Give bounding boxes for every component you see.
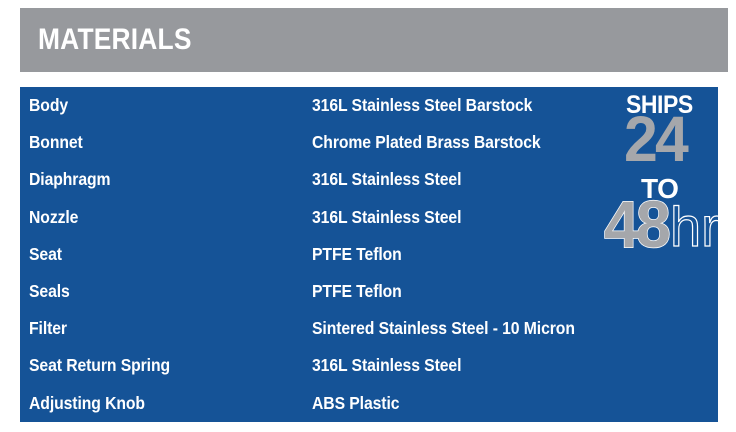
material-name: Adjusting Knob <box>29 392 145 413</box>
table-row: Diaphragm 316L Stainless Steel <box>20 161 718 198</box>
page-title: MATERIALS <box>38 25 213 55</box>
material-name: Filter <box>29 318 67 339</box>
material-value: ABS Plastic <box>312 392 400 413</box>
material-value: PTFE Teflon <box>312 243 402 264</box>
materials-table: Body 316L Stainless Steel Barstock Bonne… <box>20 87 718 422</box>
material-name: Nozzle <box>29 206 79 227</box>
material-value: Sintered Stainless Steel - 10 Micron <box>312 318 575 339</box>
material-value: 316L Stainless Steel <box>312 206 462 227</box>
table-row: Filter Sintered Stainless Steel - 10 Mic… <box>20 310 718 347</box>
material-name: Diaphragm <box>29 169 111 190</box>
page-title-text: MATERIALS <box>38 23 192 56</box>
table-row: Nozzle 316L Stainless Steel <box>20 199 718 236</box>
material-name: Body <box>29 95 69 116</box>
material-value: Chrome Plated Brass Barstock <box>312 132 541 153</box>
material-name: Seals <box>29 281 70 302</box>
materials-header-bar: MATERIALS <box>20 8 728 72</box>
material-value: 316L Stainless Steel Barstock <box>312 95 533 116</box>
table-row: Seat Return Spring 316L Stainless Steel <box>20 347 718 384</box>
material-name: Seat <box>29 243 62 264</box>
material-name: Seat Return Spring <box>29 355 171 376</box>
material-value: 316L Stainless Steel <box>312 169 462 190</box>
table-row: Adjusting Knob ABS Plastic <box>20 385 718 422</box>
material-name: Bonnet <box>29 132 83 153</box>
table-row: Body 316L Stainless Steel Barstock <box>20 87 718 124</box>
material-value: PTFE Teflon <box>312 281 402 302</box>
material-value: 316L Stainless Steel <box>312 355 462 376</box>
table-row: Seat PTFE Teflon <box>20 236 718 273</box>
materials-panel: Body 316L Stainless Steel Barstock Bonne… <box>20 87 718 422</box>
table-row: Bonnet Chrome Plated Brass Barstock <box>20 124 718 161</box>
table-row: Seals PTFE Teflon <box>20 273 718 310</box>
